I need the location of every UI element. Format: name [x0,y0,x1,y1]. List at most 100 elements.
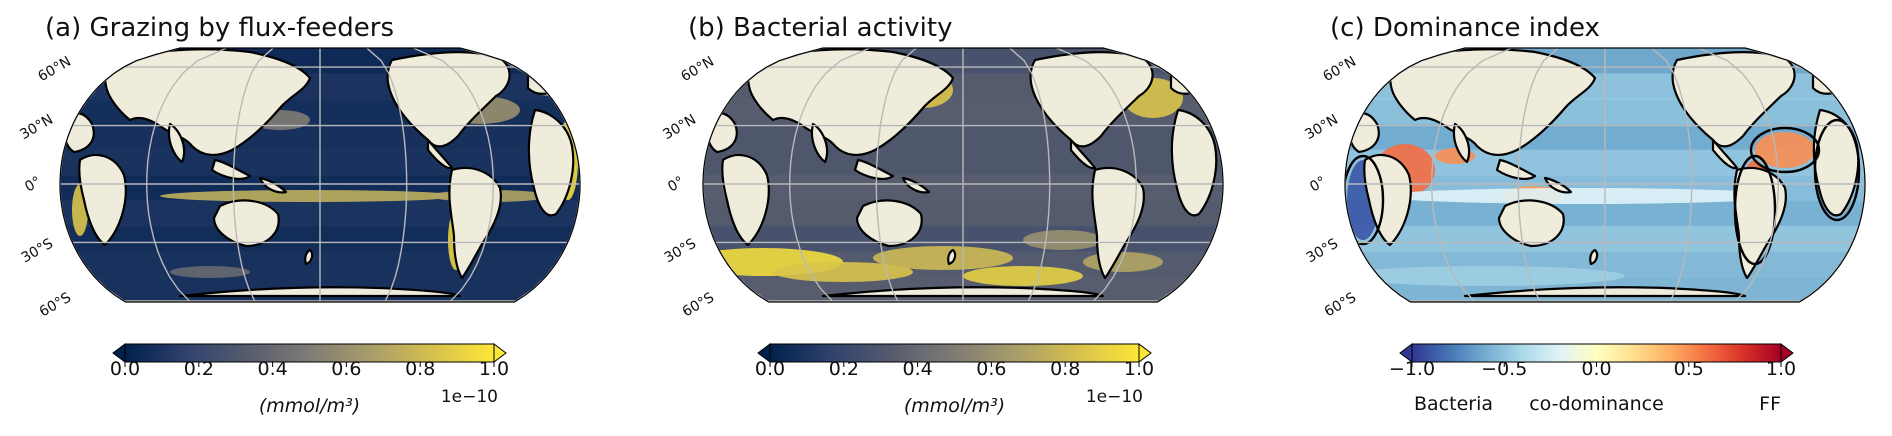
colorbar-extend-max [1780,343,1794,363]
colorbar-tick-label: 0.4 [257,358,287,380]
colorbar-tick-label: 0.8 [405,358,435,380]
longitude-line [1517,48,1559,302]
chart-title: (a) Grazing by flux-feeders [45,13,394,43]
landmass [62,112,95,154]
landmass [721,153,770,247]
field-hotspot [1755,132,1815,168]
landmass [1589,248,1599,266]
latitude-label: 30°N [1302,112,1341,144]
colorbar-tick-label: 0.2 [184,358,214,380]
longitude-line [1009,48,1051,302]
colorbar-tick-label: 0.0 [110,358,140,380]
landmass [1151,49,1197,70]
map-outline [702,47,1224,303]
latitude-label: 30°S [19,236,56,267]
landmass [810,122,829,164]
chart-title: (c) Dominance index [1330,13,1600,43]
zero-contour [1813,118,1861,222]
landmass [1495,158,1537,180]
latitude-label: 60°S [37,290,74,321]
landmass [853,158,895,180]
colorbar-tick-label: −0.5 [1481,358,1527,380]
colorbar-tick-label: 0.5 [1674,358,1704,380]
latitude-label: 60°N [678,54,717,86]
landmass [448,166,502,280]
colorbar-tick-label: 0.4 [902,358,932,380]
field-hotspot [1023,230,1103,250]
landmass [167,122,186,164]
landmass [508,49,554,70]
longitude-line [875,48,917,302]
zero-contour [1345,154,1385,246]
colorbar-tick-label: 1.0 [479,358,509,380]
colorbar-scale: 1e−10 [441,387,498,407]
zero-contour [1733,154,1777,266]
landmass [1733,166,1787,280]
colorbar-tick-label: 1.0 [1124,358,1154,380]
landmass [1793,49,1839,70]
landmass [1452,122,1471,164]
landmass [1363,153,1412,247]
landmass [947,248,957,266]
landmass [705,112,738,154]
chart-title: (b) Bacterial activity [688,13,952,43]
colorbar [769,343,1140,363]
colorbar-tick-label: 0.8 [1050,358,1080,380]
latitude-label: 30°N [17,112,56,144]
map-outline [1344,47,1866,303]
latitude-label: 30°S [1304,236,1341,267]
map-area [60,48,580,302]
field-hotspot [1345,266,1625,286]
landmass [1711,138,1739,170]
longitude-line [145,48,227,302]
landmass [855,199,923,248]
latitude-label: 0° [665,174,687,196]
longitude-line [232,48,274,302]
landmass [1811,71,1845,95]
colorbar-tick-label: 0.6 [331,358,361,380]
colorbar-category: Bacteria [1414,393,1493,415]
longitude-line [413,48,495,302]
colorbar [124,343,495,363]
longitude-line [1056,48,1138,302]
colorbar-tick-label: 0.6 [976,358,1006,380]
landmass [304,248,314,266]
landmass [426,138,454,170]
panel-c: (c) Dominance index 60°N 30°N 0° 30°S 60°S −1.… [1302,13,1866,415]
landmass [1170,108,1218,217]
field-hotspot [873,246,1013,270]
landmass [1069,138,1097,170]
panel-a: (a) Grazing by flux-feeders 60°N 30°N 0° 30°… [17,13,581,417]
landmass [210,158,252,180]
landmass [527,108,575,217]
latitude-label: 60°N [35,54,74,86]
latitude-label: 30°N [660,112,699,144]
landmass [1543,176,1573,194]
map-outline [59,47,581,303]
longitude-line [1651,48,1693,302]
map-area [703,48,1223,302]
landmass [78,153,127,247]
landmass [901,176,931,194]
landmass [212,199,280,248]
latitude-label: 60°S [1322,290,1359,321]
latitude-label: 60°N [1320,54,1359,86]
colorbar-units: (mmol/m³) [904,395,1005,417]
latitude-label: 0° [22,174,44,196]
latitude-label: 60°S [680,290,717,321]
colorbar-tick-label: 0.0 [1581,358,1611,380]
landmass [747,48,955,156]
landmass [526,71,560,95]
colorbar-tick-label: −1.0 [1389,358,1435,380]
colorbar-tick-label: 0.0 [755,358,785,380]
field-hotspot [160,190,460,202]
landmass [1497,199,1565,248]
colorbar-extend-max [1138,343,1152,363]
colorbar-tick-label: 0.2 [829,358,859,380]
longitude-line [788,48,870,302]
colorbar-scale: 1e−10 [1086,387,1143,407]
colorbar-category: FF [1759,393,1781,415]
landmass [1347,112,1380,154]
landmass [1389,48,1597,156]
